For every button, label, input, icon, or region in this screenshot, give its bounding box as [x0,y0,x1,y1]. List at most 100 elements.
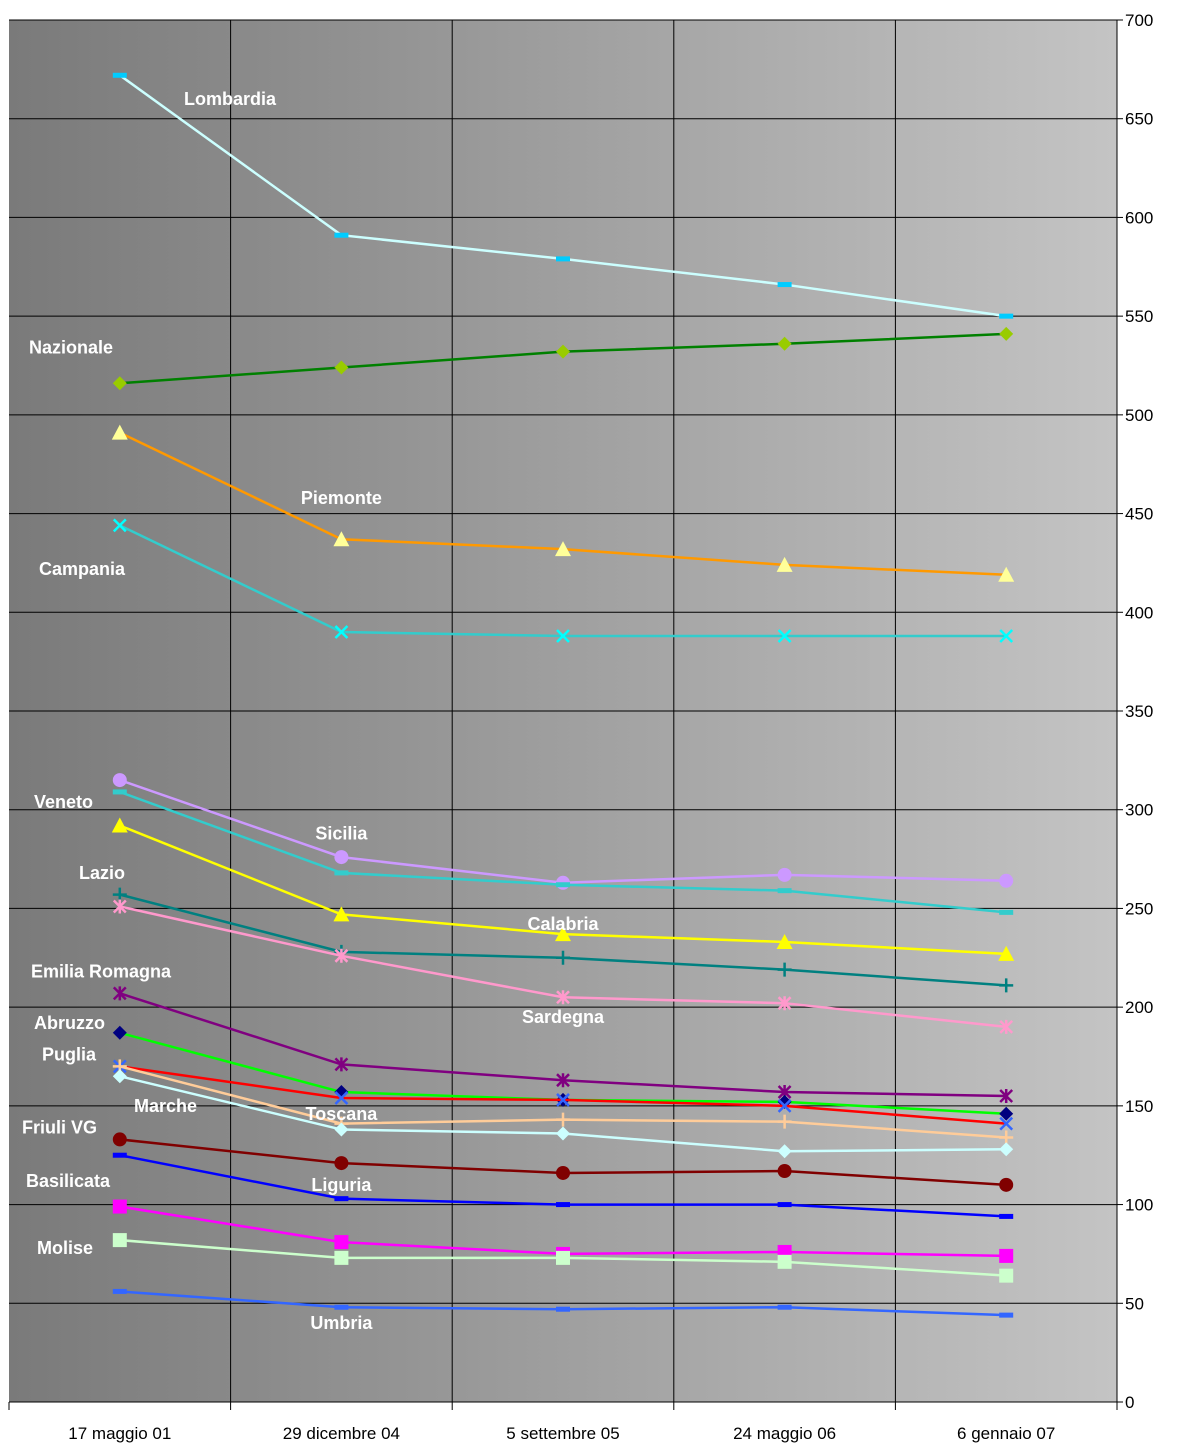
data-point [112,376,127,391]
data-point [556,950,570,965]
y-tick-label: 100 [1125,1196,1153,1215]
data-point [334,850,349,865]
y-tick-label: 50 [1125,1294,1144,1313]
data-point [556,1202,570,1208]
data-point [334,1235,349,1250]
data-point [111,817,128,833]
series-label: Veneto [34,792,93,812]
series-toscana [112,1069,1014,1159]
series-liguria [112,1152,1014,1219]
series-label: Nazionale [29,338,113,358]
series-label: Marche [134,1096,197,1116]
series-label: Emilia Romagna [31,962,172,982]
y-tick-label: 250 [1125,899,1153,918]
series-label: Molise [37,1238,93,1258]
data-point [112,1288,127,1294]
y-tick-label: 200 [1125,998,1153,1017]
data-point [777,1202,792,1208]
x-tick-label: 5 settembre 05 [506,1424,619,1443]
data-point [112,1199,127,1214]
series-label: Lombardia [184,89,277,109]
series-label: Abruzzo [34,1013,105,1033]
x-tick-label: 6 gennaio 07 [957,1424,1055,1443]
data-point [999,1019,1014,1034]
data-point [112,986,127,1001]
data-point [334,1091,349,1105]
series-label: Umbria [310,1313,373,1333]
data-point [998,945,1015,961]
data-point [112,518,127,533]
series-lines [111,72,1015,1318]
series-label: Sardegna [522,1007,605,1027]
data-point [777,1144,792,1159]
data-point [334,1304,349,1310]
data-point [334,360,349,375]
data-point [776,933,793,949]
data-point [556,990,570,1005]
series-molise [112,1233,1014,1283]
data-point [777,336,792,351]
data-point [556,1250,570,1265]
data-point [555,926,571,942]
data-point [556,256,570,262]
data-point [777,282,792,288]
data-point [334,870,349,876]
data-point [112,1069,127,1084]
data-point [112,1152,127,1158]
series-label: Friuli VG [22,1118,97,1138]
y-tick-label: 400 [1125,603,1153,622]
data-point [777,1114,792,1129]
series-piemonte [111,424,1015,582]
data-point [777,996,792,1011]
y-tick-label: 300 [1125,801,1153,820]
data-point [999,1177,1014,1192]
axes: 0 50 100 150 200 250 300 350 400 450 500 550 600 650 7… [8,11,1153,1443]
series-label: Calabria [527,914,599,934]
data-point [556,1126,570,1141]
series-label: Toscana [306,1104,379,1124]
series-label: Basilicata [26,1171,111,1191]
data-point [334,948,349,963]
y-tick-label: 500 [1125,406,1153,425]
x-tick-label: 24 maggio 06 [733,1424,836,1443]
series-label: Sicilia [315,823,368,843]
data-point [999,629,1014,643]
data-point [999,909,1014,915]
data-point [556,1073,570,1088]
y-tick-label: 600 [1125,208,1153,227]
data-point [556,1093,570,1107]
data-point [112,887,127,902]
x-tick-label: 17 maggio 01 [68,1424,171,1443]
y-tick-label: 350 [1125,702,1153,721]
data-point [777,629,792,643]
data-point [999,1268,1014,1283]
series-calabria [111,817,1015,961]
data-point [112,773,127,788]
series-label: Campania [39,559,126,579]
y-tick-label: 700 [1125,11,1153,30]
data-point [556,882,570,888]
y-tick-label: 0 [1125,1393,1134,1412]
data-point [334,232,349,238]
data-point [777,867,792,882]
data-point [999,1312,1014,1318]
data-point [112,1025,127,1040]
data-point [112,1132,127,1147]
data-point [112,1233,127,1248]
data-point [999,1106,1014,1121]
data-point [111,424,128,440]
data-point [333,906,350,922]
data-point [777,888,792,894]
data-point [556,1112,570,1127]
data-point [112,72,127,78]
series-label: Piemonte [301,488,382,508]
data-point [776,556,793,572]
data-point [777,1164,792,1179]
data-point [999,978,1014,993]
series-campania [112,518,1014,643]
series-label: Liguria [311,1175,372,1195]
series-veneto [112,789,1014,915]
data-point [334,1250,349,1265]
data-point [112,899,127,914]
